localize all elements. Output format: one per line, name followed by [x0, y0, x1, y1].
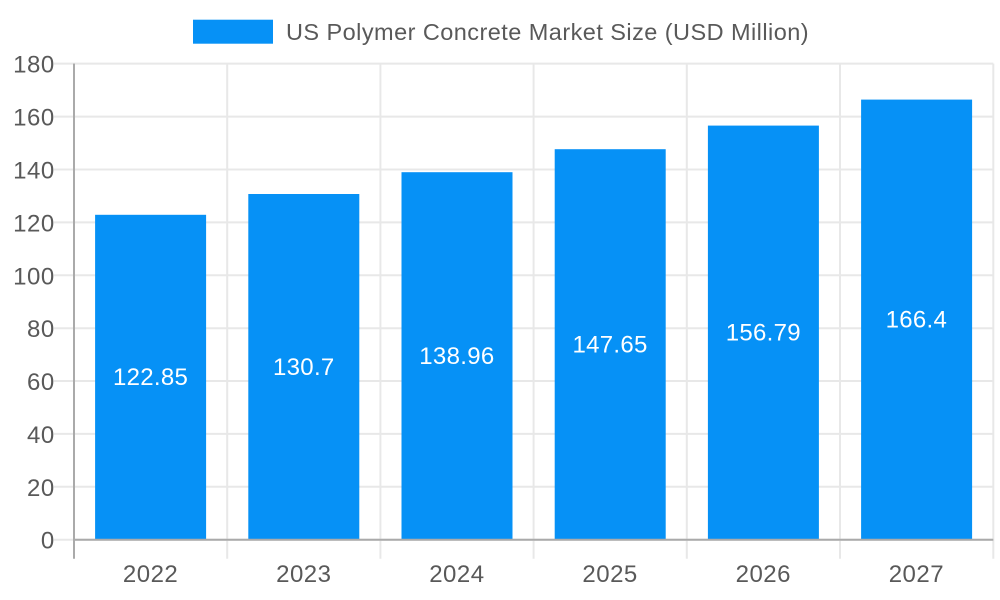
- svg-text:US Polymer Concrete Market Siz: US Polymer Concrete Market Size (USD Mil…: [286, 19, 809, 45]
- svg-text:2025: 2025: [582, 561, 637, 588]
- svg-text:2023: 2023: [276, 561, 331, 588]
- svg-text:120: 120: [13, 210, 55, 237]
- svg-text:138.96: 138.96: [419, 343, 494, 370]
- svg-text:2022: 2022: [123, 561, 178, 588]
- svg-text:130.7: 130.7: [273, 354, 335, 381]
- svg-text:147.65: 147.65: [572, 331, 647, 358]
- svg-text:140: 140: [13, 158, 55, 185]
- svg-text:40: 40: [27, 422, 55, 449]
- svg-text:60: 60: [27, 369, 55, 396]
- svg-text:180: 180: [13, 52, 55, 79]
- svg-text:160: 160: [13, 105, 55, 132]
- svg-text:2026: 2026: [736, 561, 791, 588]
- svg-text:2027: 2027: [889, 561, 944, 588]
- svg-text:166.4: 166.4: [886, 307, 948, 334]
- svg-text:20: 20: [27, 475, 55, 502]
- svg-text:122.85: 122.85: [113, 364, 188, 391]
- svg-text:2024: 2024: [429, 561, 484, 588]
- svg-text:80: 80: [27, 316, 55, 343]
- svg-text:0: 0: [41, 528, 55, 555]
- svg-text:100: 100: [13, 263, 55, 290]
- svg-text:156.79: 156.79: [726, 319, 801, 346]
